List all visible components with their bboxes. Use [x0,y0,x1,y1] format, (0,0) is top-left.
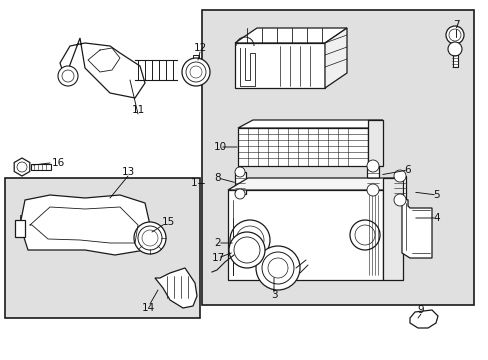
Circle shape [262,252,293,284]
Circle shape [229,220,269,260]
Circle shape [354,225,374,245]
Circle shape [235,167,244,177]
Circle shape [234,237,260,263]
Text: 6: 6 [404,165,410,175]
Polygon shape [60,38,145,98]
Bar [193,55,199,61]
Circle shape [366,160,378,172]
Polygon shape [367,120,382,166]
Circle shape [228,232,264,268]
Polygon shape [401,198,431,258]
Circle shape [393,194,405,206]
Bar [393,176,405,200]
Circle shape [236,226,264,254]
Polygon shape [15,220,25,237]
Text: 4: 4 [433,213,439,223]
Text: 13: 13 [121,167,134,177]
Polygon shape [20,195,150,255]
Polygon shape [409,310,437,328]
Bar [202,10,473,305]
Circle shape [445,26,463,44]
Bar [238,128,367,166]
Text: 7: 7 [452,20,458,30]
Text: 14: 14 [141,303,154,313]
Text: 10: 10 [213,142,226,152]
Circle shape [134,222,165,254]
Text: 5: 5 [433,190,439,200]
Bar [20,215,28,233]
Bar [31,164,51,170]
Polygon shape [227,178,402,190]
Circle shape [190,66,202,78]
Circle shape [393,170,405,182]
Circle shape [256,246,299,290]
Polygon shape [14,158,30,176]
Circle shape [58,66,78,86]
Circle shape [349,220,379,250]
Circle shape [17,162,27,172]
Bar [366,166,378,190]
Circle shape [447,42,461,56]
Circle shape [235,189,244,199]
Circle shape [62,70,74,82]
Bar [235,172,245,194]
Circle shape [142,230,158,246]
Polygon shape [235,28,346,43]
Text: 9: 9 [417,305,424,315]
Bar [227,190,382,280]
Polygon shape [155,268,197,308]
Circle shape [182,58,209,86]
Circle shape [267,258,287,278]
Text: 17: 17 [211,253,224,263]
Circle shape [366,184,378,196]
Bar [5,178,200,318]
Text: 15: 15 [161,217,174,227]
Text: 12: 12 [193,43,206,53]
Polygon shape [382,178,402,280]
Bar [451,49,457,67]
Text: 8: 8 [214,173,221,183]
Circle shape [138,226,162,250]
Text: 16: 16 [52,158,65,168]
Text: 11: 11 [131,105,144,115]
Text: 1: 1 [190,178,197,188]
Text: 3: 3 [270,290,277,300]
Text: 2: 2 [214,238,221,248]
Polygon shape [325,28,346,88]
Polygon shape [235,43,325,88]
Circle shape [185,62,205,82]
Polygon shape [238,120,382,128]
Circle shape [448,29,460,41]
